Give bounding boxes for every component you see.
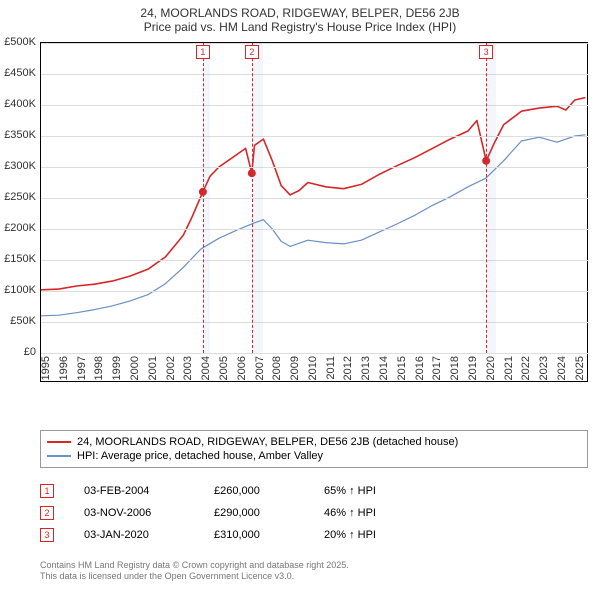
chart-area: 1 2 3 — [40, 42, 588, 382]
x-tick-label: 2022 — [520, 356, 532, 380]
sales-row: 1 03-FEB-2004 £260,000 65% ↑ HPI — [40, 480, 588, 502]
gridline-h — [41, 198, 589, 199]
sales-marker: 3 — [40, 528, 54, 542]
legend-swatch-hpi — [47, 455, 71, 457]
series-line — [41, 135, 585, 316]
footnote: Contains HM Land Registry data © Crown c… — [40, 560, 588, 583]
x-tick-label: 2011 — [325, 356, 337, 380]
legend-label-hpi: HPI: Average price, detached house, Ambe… — [77, 450, 323, 462]
sales-row: 3 03-JAN-2020 £310,000 20% ↑ HPI — [40, 524, 588, 546]
gridline-h — [41, 260, 589, 261]
legend-label-subject: 24, MOORLANDS ROAD, RIDGEWAY, BELPER, DE… — [77, 436, 458, 448]
x-tick-label: 2024 — [556, 356, 568, 380]
shade-band — [203, 43, 210, 353]
marker-box: 3 — [479, 45, 493, 59]
sales-table: 1 03-FEB-2004 £260,000 65% ↑ HPI 2 03-NOV-200… — [40, 480, 588, 546]
chart-container: 24, MOORLANDS ROAD, RIDGEWAY, BELPER, DE… — [0, 0, 600, 590]
plot-area: 1 2 3 — [41, 43, 589, 353]
x-tick-label: 2013 — [360, 356, 372, 380]
gridline-h — [41, 43, 589, 44]
x-tick-label: 2018 — [449, 356, 461, 380]
footnote-line-1: Contains HM Land Registry data © Crown c… — [40, 560, 588, 571]
sales-price: £310,000 — [214, 529, 294, 541]
x-tick-label: 2021 — [503, 356, 515, 380]
sales-price: £290,000 — [214, 507, 294, 519]
x-tick-label: 2006 — [236, 356, 248, 380]
gridline-h — [41, 353, 589, 354]
legend-box: 24, MOORLANDS ROAD, RIDGEWAY, BELPER, DE… — [40, 430, 588, 468]
y-tick-label: £250K — [0, 191, 36, 203]
x-tick-label: 2000 — [129, 356, 141, 380]
y-tick-label: £400K — [0, 98, 36, 110]
sales-date: 03-NOV-2006 — [84, 507, 184, 519]
x-tick-label: 2007 — [254, 356, 266, 380]
x-tick-label: 2025 — [574, 356, 586, 380]
sales-marker: 2 — [40, 506, 54, 520]
sales-marker: 1 — [40, 484, 54, 498]
y-tick-label: £150K — [0, 253, 36, 265]
marker-line — [252, 43, 253, 353]
sales-row: 2 03-NOV-2006 £290,000 46% ↑ HPI — [40, 502, 588, 524]
x-tick-label: 2009 — [289, 356, 301, 380]
x-tick-label: 2023 — [538, 356, 550, 380]
y-tick-label: £50K — [0, 315, 36, 327]
x-tick-label: 1995 — [40, 356, 52, 380]
x-tick-label: 1999 — [111, 356, 123, 380]
gridline-h — [41, 136, 589, 137]
y-tick-label: £500K — [0, 36, 36, 48]
footnote-line-2: This data is licensed under the Open Gov… — [40, 571, 588, 582]
legend-row-2: HPI: Average price, detached house, Ambe… — [47, 449, 581, 463]
gridline-h — [41, 291, 589, 292]
sales-diff: 65% ↑ HPI — [324, 485, 414, 497]
shade-band — [252, 43, 264, 353]
marker-box: 1 — [196, 45, 210, 59]
sales-price: £260,000 — [214, 485, 294, 497]
x-tick-label: 1997 — [76, 356, 88, 380]
x-tick-label: 2004 — [200, 356, 212, 380]
x-tick-label: 2014 — [378, 356, 390, 380]
sales-diff: 46% ↑ HPI — [324, 507, 414, 519]
legend-swatch-subject — [47, 441, 71, 444]
x-tick-label: 2012 — [342, 356, 354, 380]
x-tick-label: 2016 — [414, 356, 426, 380]
title-block: 24, MOORLANDS ROAD, RIDGEWAY, BELPER, DE… — [0, 0, 600, 36]
gridline-h — [41, 322, 589, 323]
x-tick-label: 2008 — [271, 356, 283, 380]
y-tick-label: £300K — [0, 160, 36, 172]
gridline-h — [41, 105, 589, 106]
x-tick-label: 2002 — [165, 356, 177, 380]
x-tick-label: 2010 — [307, 356, 319, 380]
x-tick-label: 2003 — [182, 356, 194, 380]
gridline-h — [41, 74, 589, 75]
y-tick-label: £100K — [0, 284, 36, 296]
gridline-h — [41, 229, 589, 230]
x-tick-label: 2015 — [396, 356, 408, 380]
title-line-1: 24, MOORLANDS ROAD, RIDGEWAY, BELPER, DE… — [0, 6, 600, 20]
title-line-2: Price paid vs. HM Land Registry's House … — [0, 20, 600, 34]
y-tick-label: £200K — [0, 222, 36, 234]
x-tick-label: 2017 — [431, 356, 443, 380]
sales-date: 03-FEB-2004 — [84, 485, 184, 497]
x-tick-label: 2001 — [147, 356, 159, 380]
x-tick-label: 2020 — [485, 356, 497, 380]
x-tick-label: 1998 — [93, 356, 105, 380]
x-tick-label: 2005 — [218, 356, 230, 380]
y-tick-label: £350K — [0, 129, 36, 141]
sales-diff: 20% ↑ HPI — [324, 529, 414, 541]
legend-row-1: 24, MOORLANDS ROAD, RIDGEWAY, BELPER, DE… — [47, 435, 581, 449]
marker-line — [203, 43, 204, 353]
x-tick-label: 1996 — [58, 356, 70, 380]
y-tick-label: £450K — [0, 67, 36, 79]
marker-line — [486, 43, 487, 353]
x-tick-label: 2019 — [467, 356, 479, 380]
gridline-h — [41, 167, 589, 168]
marker-box: 2 — [245, 45, 259, 59]
y-tick-label: £0 — [0, 346, 36, 358]
sales-date: 03-JAN-2020 — [84, 529, 184, 541]
shade-band — [486, 43, 496, 353]
